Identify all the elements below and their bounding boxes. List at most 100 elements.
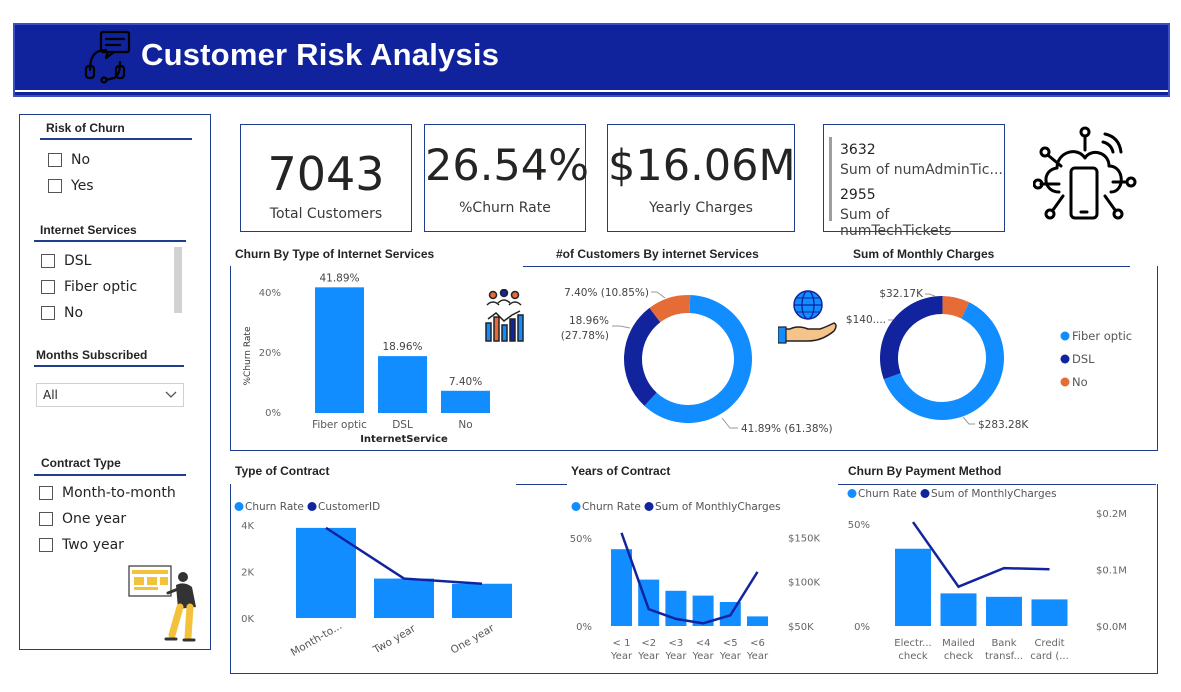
kpi-value: 26.54%	[425, 141, 589, 191]
bar	[374, 578, 434, 618]
bar	[315, 287, 364, 413]
legend-marker	[307, 502, 317, 511]
y-tick-label: 4K	[241, 521, 254, 532]
data-label: 7.40% (10.85%)	[564, 287, 649, 299]
bar	[441, 390, 490, 413]
legend-marker	[847, 489, 857, 498]
accent-bar	[829, 137, 832, 221]
bar	[378, 356, 427, 413]
checkbox[interactable]	[48, 179, 62, 193]
x-tick-label: Month-to...	[289, 620, 344, 659]
cloud-network-icon	[1033, 126, 1137, 220]
bar	[895, 548, 931, 626]
y-tick-label: 2K	[241, 567, 254, 578]
churn-by-internet-chart: %Churn Rate InternetService 0% 20% 40% 41.8…	[243, 272, 490, 445]
series-line	[620, 532, 759, 625]
internet-services-slicer-title: Internet Services	[40, 223, 137, 237]
slicer-option-month-to-month[interactable]: Month-to-month	[39, 485, 176, 501]
slicer-divider	[34, 240, 186, 242]
analytics-team-icon	[485, 289, 524, 342]
y-tick-label: 50%	[848, 520, 870, 531]
bar	[747, 616, 768, 626]
globe-hand-icon	[778, 290, 837, 344]
slicer-scrollbar[interactable]	[174, 247, 182, 313]
data-label: (27.78%)	[561, 330, 609, 342]
leader-line	[721, 417, 738, 429]
data-label: 41.89%	[319, 272, 359, 284]
x-tick-label: <6 Year	[746, 638, 769, 662]
title-divider	[838, 484, 1156, 485]
chart-title-churn-by-payment: Churn By Payment Method	[848, 464, 1002, 478]
tickets-admin-value: 3632	[840, 142, 876, 158]
x-tick-label: <5 Year	[719, 638, 742, 662]
x-axis-label: InternetService	[360, 434, 448, 445]
checkbox[interactable]	[41, 280, 55, 294]
slicer-option-yes[interactable]: Yes	[48, 178, 94, 194]
x-tick-label: Bank transf...	[985, 638, 1023, 662]
months-subscribed-dropdown[interactable]: All	[36, 383, 184, 407]
y-tick-label: 0K	[241, 614, 254, 625]
bar	[940, 593, 977, 626]
legend-marker	[571, 502, 581, 511]
leader-line	[962, 416, 975, 425]
support-headset-icon	[84, 30, 131, 84]
checkbox[interactable]	[39, 512, 53, 526]
slicer-option-no[interactable]: No	[48, 152, 90, 168]
x-tick-label: <2 Year	[637, 638, 660, 662]
checkbox[interactable]	[41, 306, 55, 320]
legend-label: No	[1072, 375, 1088, 389]
legend-marker	[920, 489, 930, 498]
y-tick-label-right: $0.0M	[1096, 622, 1127, 633]
row1-frame	[230, 266, 1158, 451]
leader-line	[651, 291, 666, 299]
y-tick-label-right: $0.1M	[1096, 566, 1127, 577]
kpi-label: Yearly Charges	[649, 200, 753, 216]
months-subscribed-slicer-title: Months Subscribed	[36, 348, 148, 362]
y-tick-label: 0%	[854, 622, 870, 633]
kpi-value: 7043	[267, 147, 385, 201]
row2-frame	[230, 484, 1158, 674]
legend-marker	[644, 502, 654, 511]
slicer-divider	[34, 365, 184, 367]
title-banner	[13, 23, 1170, 97]
legend-label: Churn Rate	[858, 488, 917, 500]
y-tick-label: 40%	[259, 288, 281, 299]
kpi-churn-rate: 26.54% %Churn Rate	[424, 124, 589, 232]
checkbox[interactable]	[41, 254, 55, 268]
kpi-yearly-charges: $16.06M Yearly Charges	[607, 124, 796, 232]
slicer-option-no-internet[interactable]: No	[41, 305, 83, 321]
slicer-option-two-year[interactable]: Two year	[39, 537, 124, 553]
y-tick-label-right: $50K	[788, 622, 814, 633]
leader-line	[925, 293, 936, 297]
kpi-total-customers: 7043 Total Customers	[240, 124, 412, 232]
years-of-contract-chart: Churn Rate Sum of MonthlyCharges 0% 50% $50K…	[570, 501, 821, 662]
customers-by-internet-donut: 41.89% (61.38%) 18.96% (27.78%) 7.40% (10.8…	[561, 287, 833, 435]
chart-title-churn-by-internet: Churn By Type of Internet Services	[235, 247, 435, 261]
checkbox[interactable]	[48, 153, 62, 167]
data-label: $32.17K	[879, 288, 924, 300]
legend-marker	[1060, 354, 1070, 364]
bar	[611, 549, 632, 626]
series-line	[911, 521, 1050, 589]
page-title: Customer Risk Analysis	[141, 37, 500, 72]
x-tick-label: <4 Year	[692, 638, 715, 662]
slicer-option-fiber-optic[interactable]: Fiber optic	[41, 279, 137, 295]
data-label: $140....	[846, 314, 886, 326]
checkbox[interactable]	[39, 538, 53, 552]
legend-label: Churn Rate	[245, 501, 304, 513]
bar	[1031, 599, 1068, 626]
y-tick-label-right: $100K	[788, 578, 820, 589]
slicer-option-one-year[interactable]: One year	[39, 511, 126, 527]
churn-by-payment-chart: Churn Rate Sum of MonthlyCharges 0% 50% $0.0…	[847, 488, 1127, 662]
data-label: 18.96%	[569, 315, 609, 327]
slicer-option-dsl[interactable]: DSL	[41, 253, 91, 269]
legend-label: CustomerID	[318, 501, 380, 513]
kpi-label: %Churn Rate	[459, 200, 551, 216]
data-label: 7.40%	[449, 376, 482, 388]
x-tick-label: No	[458, 419, 472, 431]
y-tick-label: 0%	[576, 622, 592, 633]
checkbox[interactable]	[39, 486, 53, 500]
x-tick-label: Electr... check	[894, 638, 931, 662]
title-divider	[523, 266, 850, 267]
y-tick-label: 0%	[265, 408, 281, 419]
